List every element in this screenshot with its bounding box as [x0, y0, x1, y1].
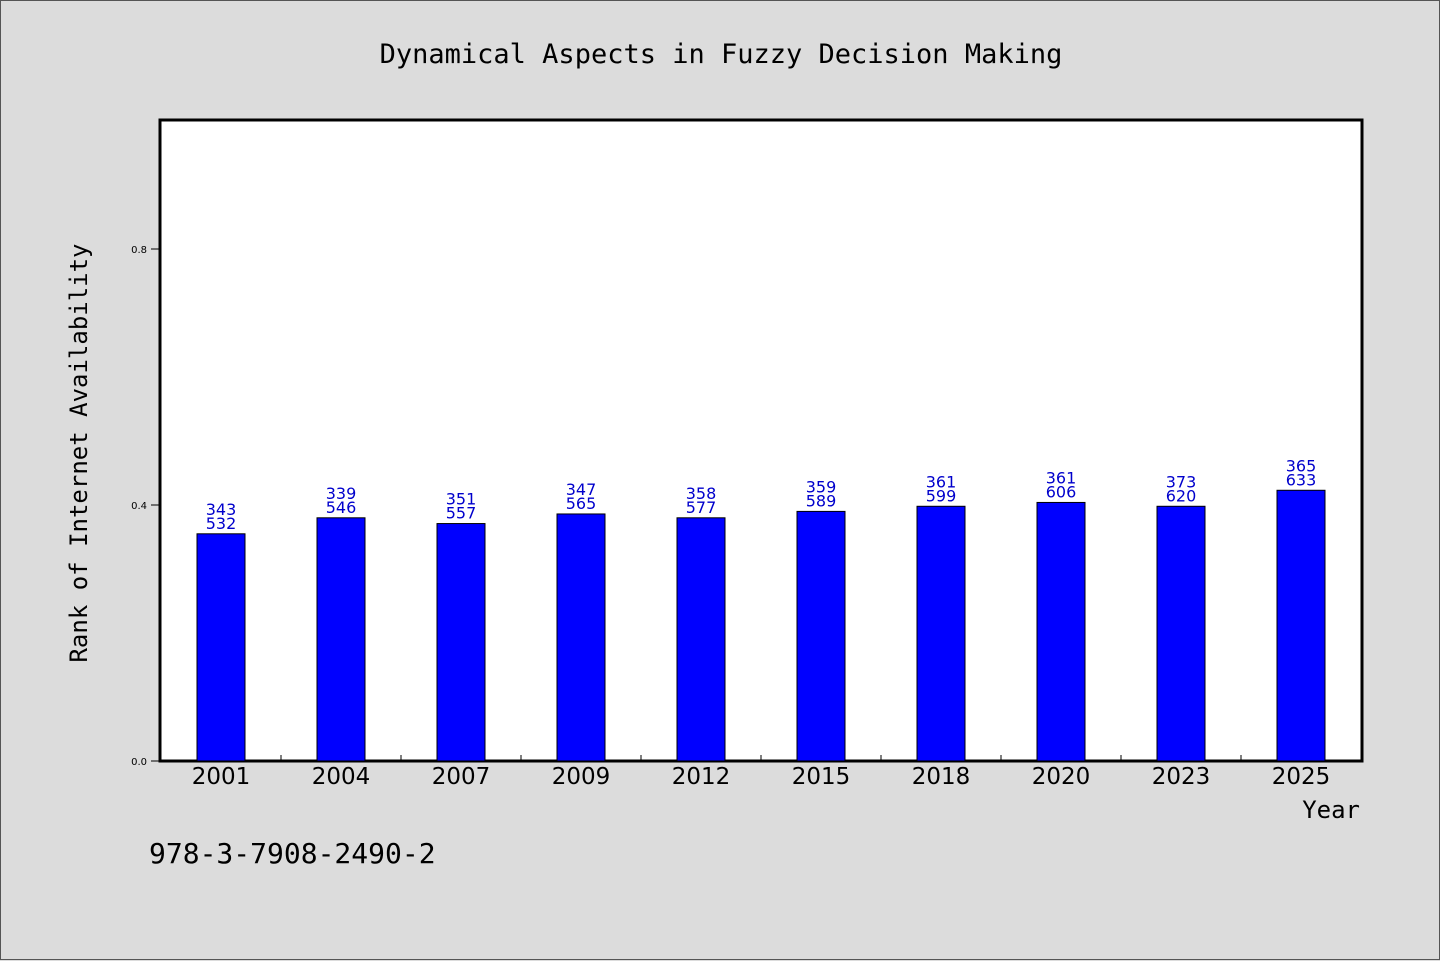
bar: [556, 513, 606, 762]
bar-label-top: 347: [566, 480, 597, 499]
bar: [1156, 505, 1206, 762]
chart-title: Dynamical Aspects in Fuzzy Decision Maki…: [380, 39, 1063, 70]
x-tick-label: 2007: [432, 764, 491, 790]
bar-label-bottom: 557: [446, 504, 477, 523]
bar: [1036, 501, 1086, 762]
x-tick-label: 2012: [672, 764, 731, 790]
bar-series: [196, 489, 1326, 762]
x-axis: 2001 2004 2007 2009 2012 2015 2018 2020 2023 2025: [192, 755, 1331, 790]
bar-label-top: 361: [1046, 468, 1077, 487]
isbn-text: 978-3-7908-2490-2: [149, 837, 436, 870]
bar: [436, 523, 486, 762]
bar-label-top: 343: [206, 500, 237, 519]
bar-label-bottom: 565: [566, 494, 597, 513]
bar-label-bottom: 532: [206, 514, 237, 533]
x-tick-label: 2001: [192, 764, 251, 790]
x-tick-label: 2004: [312, 764, 371, 790]
bar-label-bottom: 606: [1046, 482, 1077, 501]
bar-label-top: 365: [1286, 456, 1317, 475]
bar-label-top: 373: [1166, 472, 1197, 491]
bar-label-top: 339: [326, 484, 357, 503]
x-tick-label: 2025: [1272, 764, 1331, 790]
x-axis-label: Year: [1302, 796, 1360, 824]
x-tick-label: 2015: [792, 764, 851, 790]
x-tick-label: 2018: [912, 764, 971, 790]
bar-label-top: 361: [926, 472, 957, 491]
x-tick-label: 2023: [1152, 764, 1211, 790]
bar: [316, 517, 366, 762]
bar: [1276, 489, 1326, 762]
bar: [676, 517, 726, 762]
bar-label-bottom: 599: [926, 486, 957, 505]
bar-label-bottom: 633: [1286, 470, 1317, 489]
bar-label-bottom: 546: [326, 498, 357, 517]
y-tick-label: 0.8: [131, 245, 147, 256]
x-tick-label: 2009: [552, 764, 611, 790]
bar-label-top: 359: [806, 477, 837, 496]
bar: [916, 505, 966, 762]
x-tick-label: 2020: [1032, 764, 1091, 790]
bar-label-bottom: 620: [1166, 486, 1197, 505]
bar: [796, 510, 846, 762]
bar-label-bottom: 577: [686, 498, 717, 517]
y-tick-label: 0.4: [131, 501, 147, 512]
y-tick-label: 0.0: [131, 757, 147, 768]
bar-label-top: 358: [686, 484, 717, 503]
y-axis-label: Rank of Internet Availability: [65, 243, 93, 662]
bar: [196, 533, 246, 762]
bar-label-top: 351: [446, 490, 477, 509]
y-axis: 0.0 0.4 0.8: [131, 245, 161, 768]
bar-label-bottom: 589: [806, 491, 837, 510]
